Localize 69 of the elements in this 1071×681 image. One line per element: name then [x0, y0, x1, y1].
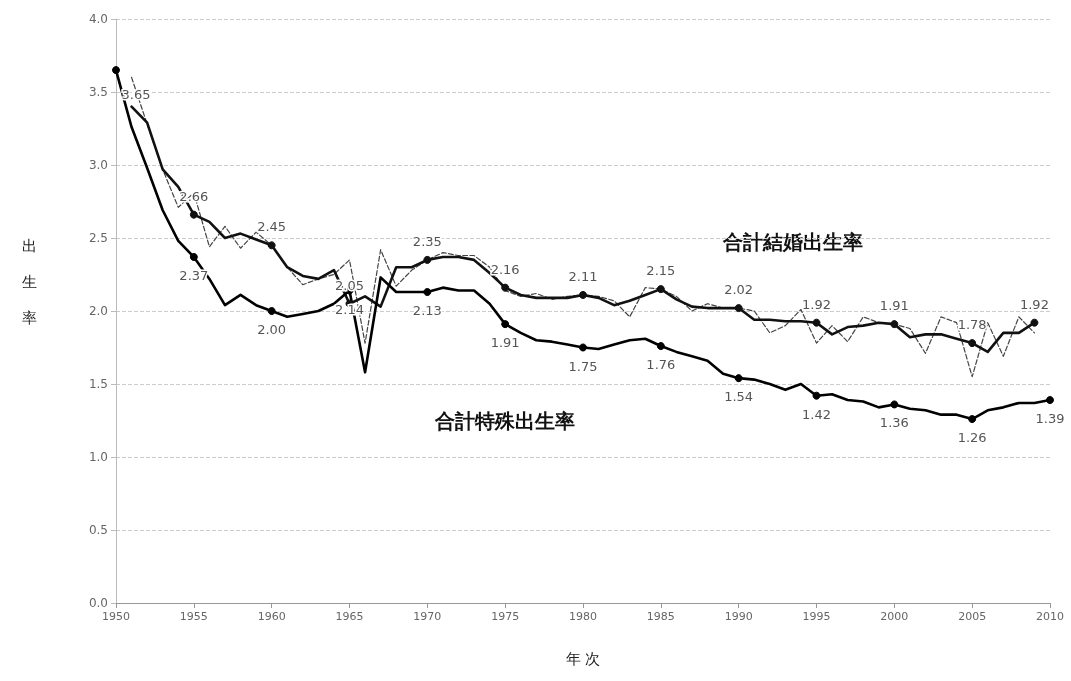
data-label: 1.75 — [568, 358, 598, 374]
data-label: 2.00 — [257, 322, 287, 337]
point — [656, 342, 665, 351]
y-tick-label: 1.0 — [88, 450, 108, 464]
x-tick-label: 2000 — [880, 610, 909, 623]
data-label: 1.26 — [957, 430, 987, 446]
data-label: 2.02 — [724, 282, 754, 298]
x-tick-label: 1990 — [724, 610, 753, 623]
text: 合計特殊出生率 — [434, 408, 576, 433]
y-tick-label: 1.5 — [88, 377, 108, 391]
point — [501, 320, 510, 329]
point — [968, 415, 977, 424]
point — [812, 391, 821, 400]
point — [189, 210, 198, 219]
x-tick-label: 2005 — [958, 610, 987, 623]
y-tick-label: 2.5 — [88, 231, 108, 245]
point — [112, 66, 120, 75]
x-tick-label: 2010 — [1036, 610, 1064, 623]
point — [579, 343, 587, 352]
x-tick-label: 1955 — [179, 610, 208, 623]
y-tick-label: 0.5 — [88, 523, 108, 537]
point — [267, 307, 276, 315]
data-label: 2.13 — [412, 303, 442, 319]
data-label: 1.92 — [802, 296, 831, 312]
data-label: 2.35 — [412, 233, 442, 249]
y-tick-label: 4.0 — [88, 12, 108, 26]
x-tick-label: 1980 — [569, 610, 597, 623]
y-tick-label: 0.0 — [88, 596, 108, 610]
point — [890, 400, 899, 409]
x-tick-label: 1995 — [802, 610, 831, 623]
data-label: 1.76 — [646, 357, 676, 373]
point — [968, 339, 977, 348]
x-tick-label: 1950 — [102, 610, 130, 623]
data-label: 2.45 — [257, 219, 287, 235]
data-label: 2.37 — [179, 267, 209, 283]
data-label: 1.42 — [802, 406, 831, 422]
point — [579, 290, 587, 299]
point — [501, 283, 510, 292]
data-label: 1.54 — [724, 389, 754, 405]
x-tick-label: 1960 — [257, 610, 286, 623]
point — [734, 374, 743, 383]
point — [1046, 396, 1054, 405]
data-label: 2.16 — [490, 261, 520, 277]
x-tick-label: 1975 — [491, 610, 520, 623]
data-label: 1.39 — [1035, 411, 1065, 427]
y-tick-label: 3.5 — [88, 85, 108, 99]
point — [656, 285, 665, 294]
data-label: 1.91 — [879, 298, 909, 314]
data-label: 2.15 — [646, 263, 676, 279]
point — [423, 255, 432, 264]
y-tick-label: 3.0 — [88, 158, 108, 172]
point — [890, 320, 899, 329]
y-tick-label: 2.0 — [88, 304, 108, 318]
data-label: 1.78 — [957, 317, 987, 333]
text: 出生率 — [22, 236, 37, 327]
x-axis-title: 年 次 — [565, 649, 601, 668]
data-label: 1.92 — [1019, 296, 1049, 312]
point — [812, 318, 821, 327]
point — [189, 252, 198, 261]
x-tick-label: 1965 — [335, 610, 364, 623]
x-tick-label: 1970 — [413, 610, 442, 623]
data-label: 1.91 — [490, 335, 520, 351]
point — [267, 241, 276, 250]
data-label: 1.36 — [879, 415, 909, 431]
point — [1030, 318, 1039, 327]
point — [423, 288, 432, 297]
data-label: 2.11 — [568, 268, 598, 284]
x-tick-label: 1985 — [646, 610, 675, 623]
point — [734, 304, 743, 313]
